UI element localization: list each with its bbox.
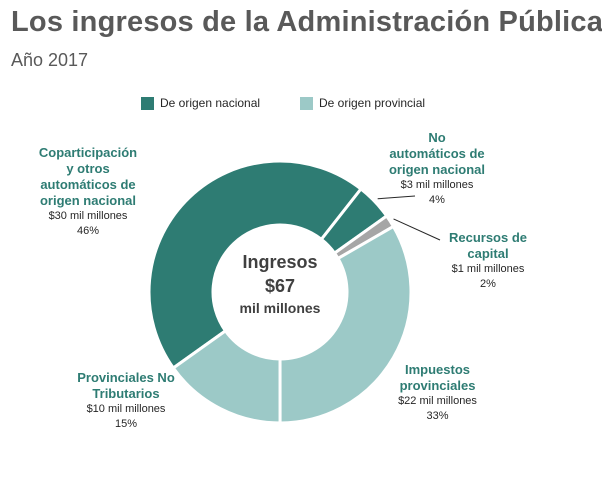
slice-name-line: Provinciales No [77,370,175,385]
slice-label-coparticipacion: Coparticipación y otros automáticos de o… [14,145,162,239]
center-line-2: $67 [264,276,296,296]
legend-swatch-nacional [141,96,154,110]
slice-percent: 33% [426,410,449,422]
legend-label-nacional: De origen nacional [160,96,261,110]
slice-amount: $1 mil millones [451,263,525,275]
slice-amount: $10 mil millones [86,403,166,415]
slice-amount: $3 mil millones [400,179,474,191]
slice-percent: 4% [429,194,445,206]
slice-label-provinciales-no-tributarios: Provinciales No Tributarios $10 mil mill… [60,370,192,432]
slice-label-recursos-capital: Recursos de capital $1 mil millones 2% [435,230,541,292]
leader-line [393,218,441,241]
slice-name-line: origen nacional [39,193,137,208]
slice-name-line: Impuestos [404,362,470,377]
legend: De origen nacional De origen provincial [0,96,602,114]
slice-name-line: provinciales [399,378,476,393]
legend-item-nacional: De origen nacional [141,96,260,110]
leader-line [377,195,416,200]
slice-percent: 2% [480,278,496,290]
slice-percent: 46% [76,225,100,237]
center-line-3: mil millones [239,300,321,316]
slice-amount: $30 mil millones [48,210,128,222]
slice-name-line: automáticos de [389,146,485,161]
slice-name-line: Tributarios [92,386,160,401]
slice-percent: 15% [114,418,138,430]
slice-label-impuestos-provinciales: Impuestos provinciales $22 mil millones … [380,362,495,424]
pie-slice [278,224,413,425]
slice-label-no-automaticos: No automáticos de origen nacional $3 mil… [370,130,504,208]
slice-amount: $22 mil millones [398,395,477,407]
slice-name-line: No [428,130,446,145]
legend-swatch-provincial [300,96,313,110]
slice-name-line: Coparticipación [38,145,138,160]
slice-name-line: automáticos de [40,177,136,192]
slice-name-line: y otros [66,161,110,176]
donut-center-label: Ingresos $67 mil millones [215,250,345,318]
slice-name-line: Recursos de [448,230,528,245]
chart-title: Los ingresos de la Administración Públic… [11,6,602,38]
pie-slice [147,159,364,371]
chart-subtitle: Año 2017 [11,50,89,70]
pie-slice [171,328,282,425]
slice-name-line: origen nacional [388,162,486,177]
center-line-1: Ingresos [242,252,318,272]
legend-item-provincial: De origen provincial [300,96,425,110]
legend-label-provincial: De origen provincial [319,96,426,110]
slice-name-line: capital [467,246,509,261]
